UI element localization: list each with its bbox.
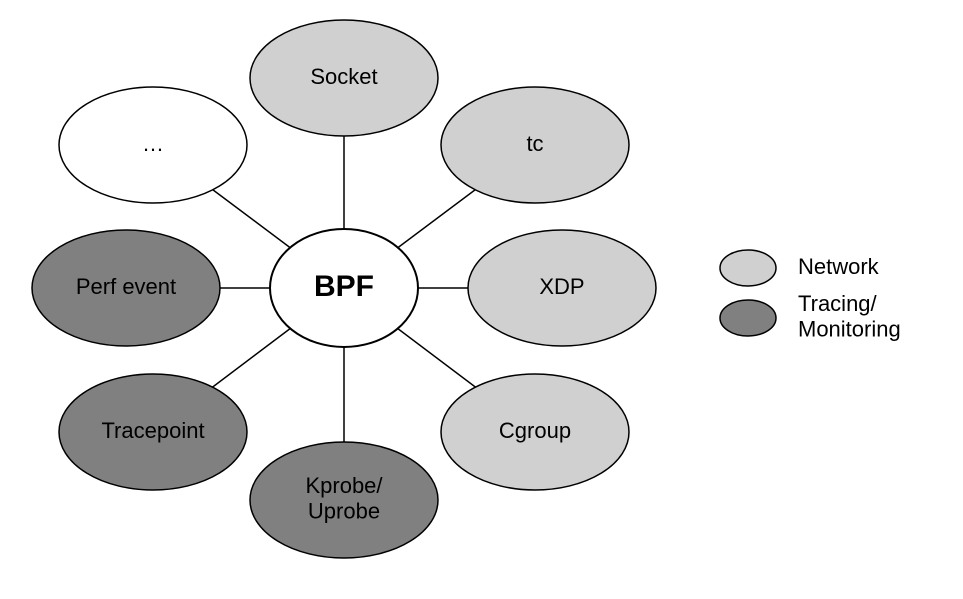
bpf-diagram: Socket tc XDP Cgroup Kprobe/Uprobe Tracepoint… — [0, 0, 963, 599]
node-tc-label: tc — [526, 131, 543, 156]
node-kprobe: Kprobe/Uprobe — [250, 442, 438, 558]
node-ellipsis: … — [59, 87, 247, 203]
node-tc: tc — [441, 87, 629, 203]
legend-label-1: Tracing/Monitoring — [798, 291, 901, 341]
node-kprobe-label: Kprobe/Uprobe — [305, 473, 383, 523]
node-xdp: XDP — [468, 230, 656, 346]
node-cgroup-label: Cgroup — [499, 418, 571, 443]
node-tracepoint: Tracepoint — [59, 374, 247, 490]
legend-item-1: Tracing/Monitoring — [720, 291, 901, 341]
center-node-label: BPF — [314, 270, 374, 303]
legend-item-0: Network — [720, 250, 880, 286]
center-node-layer: BPF — [270, 229, 418, 347]
node-cgroup: Cgroup — [441, 374, 629, 490]
legend-label-0: Network — [798, 254, 880, 279]
node-perf-label: Perf event — [76, 274, 176, 299]
node-ellipsis-label: … — [142, 131, 164, 156]
node-perf: Perf event — [32, 230, 220, 346]
legend: Network Tracing/Monitoring — [720, 250, 901, 341]
legend-swatch-0 — [720, 250, 776, 286]
legend-swatch-1 — [720, 300, 776, 336]
node-xdp-label: XDP — [539, 274, 584, 299]
node-socket-label: Socket — [310, 64, 377, 89]
node-tracepoint-label: Tracepoint — [101, 418, 204, 443]
node-socket: Socket — [250, 20, 438, 136]
